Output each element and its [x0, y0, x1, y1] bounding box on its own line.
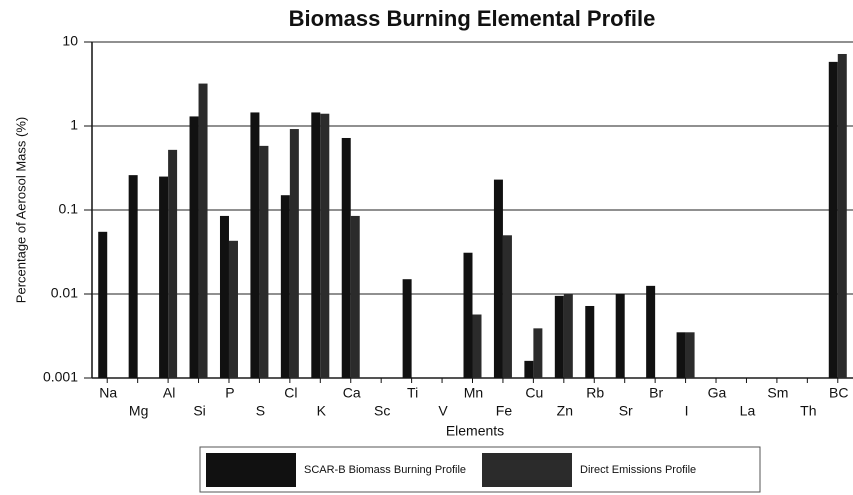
bar: [128, 175, 138, 378]
x-tick-label: Ti: [407, 385, 418, 401]
bar: [563, 294, 573, 378]
x-tick-label: Cu: [525, 385, 543, 401]
bar: [502, 235, 512, 378]
bar: [289, 129, 299, 378]
bar: [402, 279, 412, 378]
bar: [280, 195, 290, 378]
legend-swatch: [206, 453, 296, 487]
legend-label: Direct Emissions Profile: [580, 464, 696, 476]
bar: [472, 314, 482, 378]
x-tick-label: Th: [800, 403, 816, 419]
bar: [98, 231, 108, 378]
bar: [524, 360, 534, 378]
x-tick-label: P: [225, 385, 234, 401]
y-tick-label: 0.1: [59, 201, 79, 217]
x-tick-label: Ca: [343, 385, 361, 401]
bar: [189, 116, 199, 378]
x-tick-label: Si: [193, 403, 205, 419]
bar: [554, 295, 564, 378]
bar: [198, 83, 208, 379]
bar: [615, 294, 625, 378]
bar: [837, 53, 847, 378]
x-tick-label: Mn: [464, 385, 483, 401]
y-tick-label: 1: [70, 117, 78, 133]
bar: [159, 176, 169, 378]
x-axis-label: Elements: [446, 423, 504, 439]
bar: [533, 328, 543, 378]
y-tick-label: 10: [62, 33, 78, 49]
x-tick-label: K: [317, 403, 327, 419]
bar: [320, 113, 330, 378]
y-tick-label: 0.001: [43, 369, 78, 385]
bar: [168, 149, 178, 378]
x-tick-label: Ga: [708, 385, 727, 401]
x-tick-label: V: [438, 403, 448, 419]
bar: [350, 215, 360, 378]
x-tick-label: Mg: [129, 403, 148, 419]
x-tick-label: I: [685, 403, 689, 419]
bar: [685, 332, 695, 378]
bar: [228, 240, 238, 378]
x-tick-label: Fe: [496, 403, 513, 419]
legend-label: SCAR-B Biomass Burning Profile: [304, 464, 466, 476]
bar: [311, 112, 321, 378]
x-tick-label: Na: [99, 385, 117, 401]
bar: [341, 137, 351, 378]
x-tick-label: La: [740, 403, 756, 419]
x-tick-label: Br: [649, 385, 663, 401]
bar: [585, 305, 595, 378]
x-tick-label: Zn: [557, 403, 573, 419]
x-tick-label: BC: [829, 385, 848, 401]
bar: [259, 145, 269, 378]
x-tick-label: Cl: [284, 385, 297, 401]
bar: [828, 61, 838, 379]
bar: [493, 179, 503, 378]
legend-box: [199, 446, 761, 493]
y-axis-label: Percentage of Aerosol Mass (%): [13, 117, 28, 303]
x-tick-label: Sc: [374, 403, 390, 419]
y-tick-label: 0.01: [51, 285, 78, 301]
chart-title: Biomass Burning Elemental Profile: [289, 6, 656, 31]
x-tick-label: Sm: [767, 385, 788, 401]
x-tick-label: Sr: [619, 403, 633, 419]
x-tick-label: S: [256, 403, 265, 419]
bar: [463, 252, 473, 378]
bar: [646, 285, 656, 378]
bar: [676, 332, 686, 378]
x-tick-label: Al: [163, 385, 175, 401]
bar: [219, 215, 229, 378]
x-tick-label: Rb: [586, 385, 604, 401]
legend-swatch: [482, 453, 572, 487]
bar: [250, 112, 260, 378]
